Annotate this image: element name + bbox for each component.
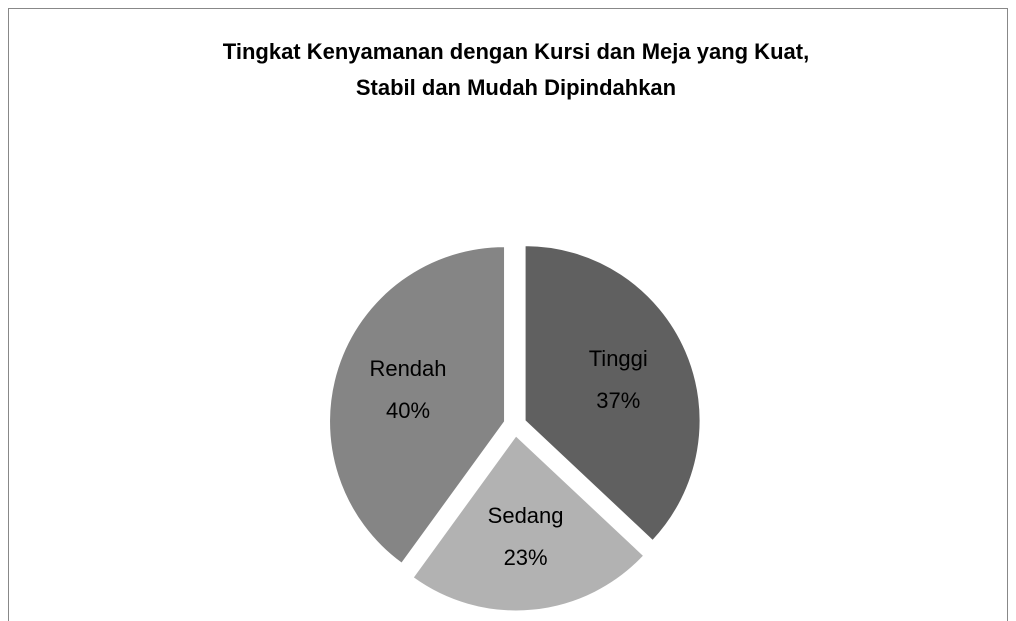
slice-value-label: 23% xyxy=(504,545,548,570)
pie-slice xyxy=(524,245,701,542)
chart-title: Tingkat Kenyamanan dengan Kursi dan Meja… xyxy=(223,39,809,64)
slice-value-label: 40% xyxy=(386,398,430,423)
slice-label: Rendah xyxy=(369,356,446,381)
slice-label: Sedang xyxy=(488,503,564,528)
pie-slice xyxy=(329,246,506,564)
pie-slice xyxy=(412,435,645,612)
chart-frame xyxy=(8,8,1008,621)
chart-title: Stabil dan Mudah Dipindahkan xyxy=(356,75,676,100)
slice-value-label: 37% xyxy=(596,388,640,413)
slice-label: Tinggi xyxy=(589,346,648,371)
